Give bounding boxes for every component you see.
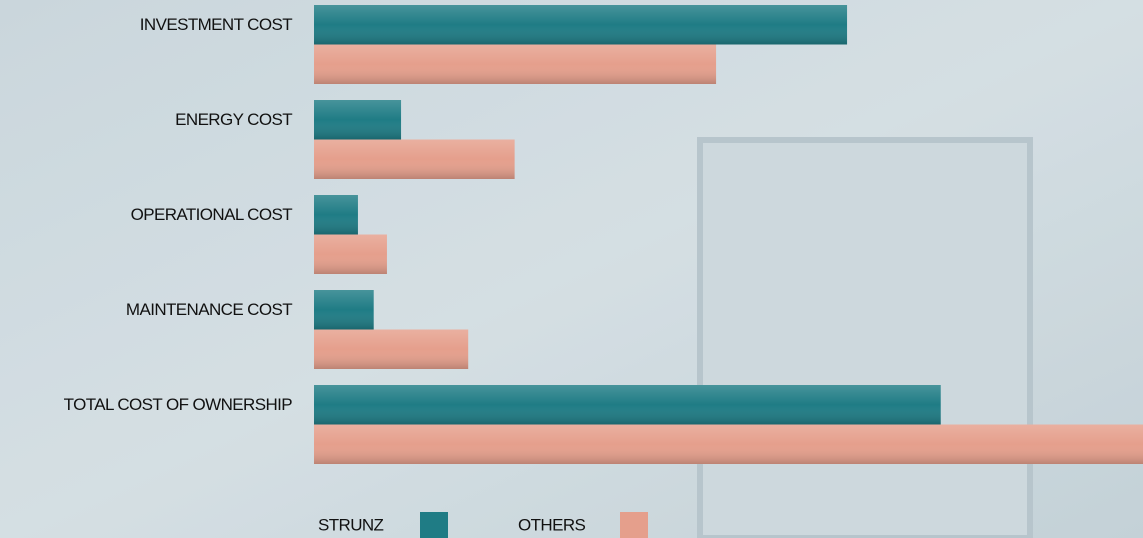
legend-label: STRUNZ bbox=[318, 515, 384, 534]
category-label: TOTAL COST OF OWNERSHIP bbox=[64, 395, 293, 414]
bar-shade bbox=[314, 425, 1143, 465]
bar-shade bbox=[314, 290, 374, 330]
category-label: MAINTENANCE COST bbox=[126, 300, 292, 319]
bar-shade bbox=[314, 100, 401, 140]
chart: INVESTMENT COST ENERGY COST OPERATIONAL CO… bbox=[0, 0, 1143, 538]
legend-swatch bbox=[620, 512, 648, 538]
bar-shade bbox=[314, 195, 358, 235]
bar-shade bbox=[314, 140, 515, 180]
category-label: INVESTMENT COST bbox=[140, 15, 292, 34]
category-label: OPERATIONAL COST bbox=[131, 205, 293, 224]
page: INVESTMENT COST ENERGY COST OPERATIONAL CO… bbox=[0, 0, 1143, 538]
bar-shade bbox=[314, 330, 468, 370]
bar-shade bbox=[314, 385, 941, 425]
bar-shade bbox=[314, 235, 387, 275]
bar-shade bbox=[314, 5, 847, 45]
bar-shade bbox=[314, 45, 716, 85]
legend-swatch bbox=[420, 512, 448, 538]
legend-label: OTHERS bbox=[518, 515, 586, 534]
category-label: ENERGY COST bbox=[175, 110, 292, 129]
